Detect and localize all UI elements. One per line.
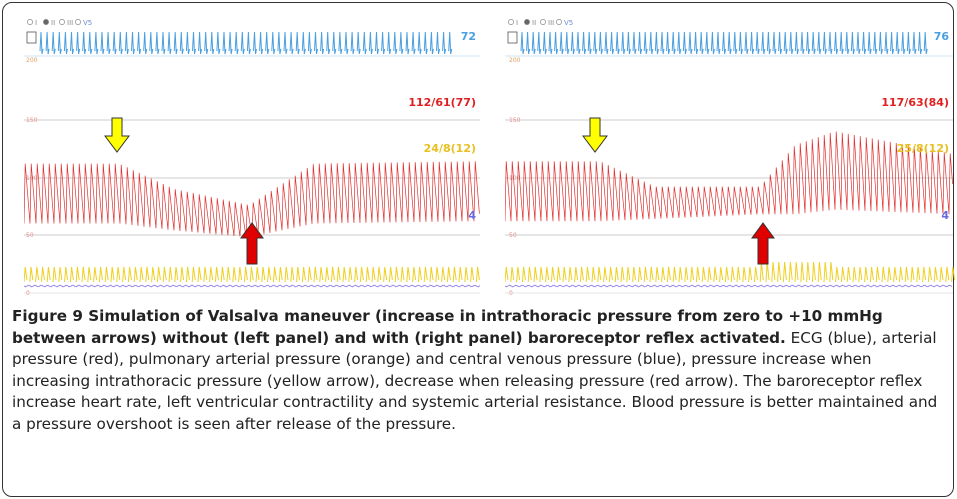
scale-icon — [26, 31, 37, 44]
caption-title: Figure 9 Simulation of Valsalva maneuver… — [12, 307, 883, 347]
radio-label: II — [51, 19, 55, 27]
axis-label: 100 — [26, 175, 38, 182]
ecg-trace — [520, 31, 928, 55]
ecg-trace — [39, 31, 453, 55]
pulmonary-trace — [505, 261, 955, 283]
scale-icon — [507, 31, 518, 44]
radio-button — [59, 19, 65, 25]
arterial-pressure: 112/61(77) — [408, 96, 476, 109]
caption: Figure 9 Simulation of Valsalva maneuver… — [12, 306, 940, 435]
axis-label: 50 — [26, 232, 34, 239]
radio-button — [27, 19, 33, 25]
radio-button — [556, 19, 562, 25]
caption-text: ECG (blue), arterial pressure (red), pul… — [12, 328, 938, 433]
right-panel: I II III V576200150100500117/63(84)25/8(12)… — [505, 19, 955, 297]
left-panel: I II III V572200150100500112/61(77)24/8(12)… — [24, 19, 481, 297]
red-arrow — [751, 222, 775, 265]
venous-pressure: 4 — [941, 209, 949, 222]
red-arrow — [240, 222, 264, 265]
heart-rate: 72 — [461, 30, 476, 43]
radio-button — [508, 19, 514, 25]
radio-label: V5 — [83, 19, 92, 27]
radio-button — [540, 19, 546, 25]
pulmonary-pressure: 25/8(12) — [897, 142, 949, 155]
radio-label: III — [548, 19, 554, 27]
radio-label: I — [35, 19, 37, 27]
axis-label: 200 — [26, 57, 38, 64]
axis-label: 150 — [26, 117, 38, 124]
axis-label: 50 — [509, 232, 517, 239]
pulmonary-trace — [24, 266, 480, 283]
axis-label: 0 — [26, 290, 30, 297]
radio-button — [524, 19, 530, 25]
pulmonary-pressure: 24/8(12) — [424, 142, 476, 155]
venous-trace — [24, 284, 481, 288]
axis-label: 200 — [509, 57, 521, 64]
venous-pressure: 4 — [468, 209, 476, 222]
radio-button — [43, 19, 49, 25]
heart-rate: 76 — [934, 30, 950, 43]
radio-label: II — [532, 19, 536, 27]
radio-label: III — [67, 19, 73, 27]
radio-button — [75, 19, 81, 25]
yellow-arrow — [582, 117, 608, 153]
axis-label: 0 — [509, 290, 513, 297]
arterial-pressure: 117/63(84) — [881, 96, 949, 109]
axis-label: 100 — [509, 175, 521, 182]
venous-trace — [505, 284, 953, 288]
radio-label: V5 — [564, 19, 573, 27]
yellow-arrow — [104, 117, 130, 153]
arterial-trace — [505, 131, 953, 222]
axis-label: 150 — [509, 117, 521, 124]
radio-label: I — [516, 19, 518, 27]
